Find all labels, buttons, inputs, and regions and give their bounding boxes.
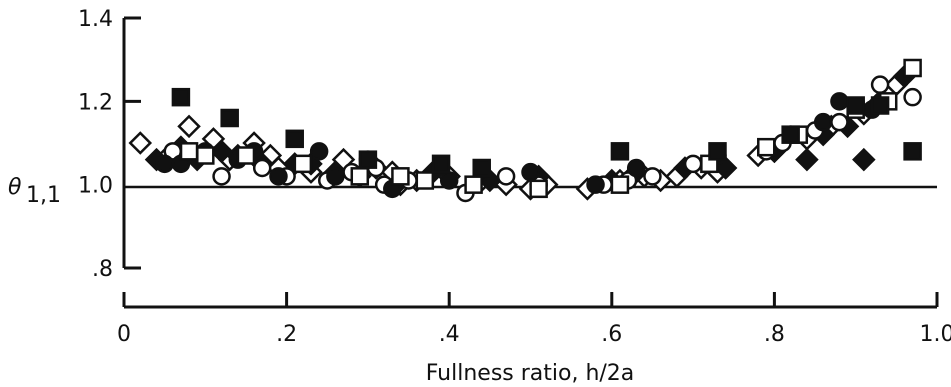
circle-open-marker bbox=[683, 154, 703, 174]
square-open-marker bbox=[757, 137, 776, 157]
square-filled-marker bbox=[171, 87, 191, 107]
square-open-marker bbox=[529, 179, 548, 199]
circle-filled-marker bbox=[586, 175, 605, 194]
circle-filled-marker bbox=[626, 158, 646, 178]
square-filled-marker bbox=[708, 142, 727, 161]
circle-open-marker bbox=[870, 75, 890, 94]
square-filled-marker bbox=[781, 125, 800, 144]
y-tick-label: 1.2 bbox=[78, 90, 113, 115]
circle-open-marker bbox=[903, 87, 922, 107]
square-filled-marker bbox=[903, 142, 922, 161]
circle-filled-marker bbox=[813, 112, 833, 132]
circle-filled-marker bbox=[155, 154, 174, 174]
y-tick-label: 1.4 bbox=[78, 7, 113, 32]
circle-open-marker bbox=[212, 167, 231, 186]
y-tick-label: .8 bbox=[92, 257, 113, 282]
x-tick-label: 1.0 bbox=[920, 322, 951, 347]
svg-text:θ: θ bbox=[8, 175, 22, 200]
diamond-open-marker bbox=[128, 131, 153, 155]
circle-open-marker bbox=[252, 158, 272, 178]
circle-filled-marker bbox=[309, 142, 329, 161]
circle-filled-marker bbox=[326, 167, 345, 186]
x-axis-label: Fullness ratio, h/2a bbox=[426, 361, 635, 386]
diamond-open-marker bbox=[177, 114, 201, 139]
diamond-filled-marker bbox=[209, 139, 234, 164]
square-open-marker bbox=[293, 154, 313, 174]
square-filled-marker bbox=[846, 96, 865, 115]
square-filled-marker bbox=[610, 142, 630, 161]
y-tick-label: 1.0 bbox=[78, 174, 113, 199]
square-open-marker bbox=[610, 175, 630, 194]
x-tick-label: .6 bbox=[601, 322, 622, 347]
square-filled-marker bbox=[472, 158, 491, 178]
circle-open-marker bbox=[643, 167, 662, 186]
x-tick-label: .2 bbox=[276, 322, 297, 347]
square-open-marker bbox=[903, 58, 922, 78]
square-open-marker bbox=[464, 175, 483, 194]
square-filled-marker bbox=[220, 108, 239, 128]
circle-open-marker bbox=[496, 167, 516, 186]
labels: Fullness ratio, h/2a θ 1,1 bbox=[8, 175, 634, 386]
square-open-marker bbox=[391, 167, 410, 186]
diamond-filled-marker bbox=[795, 147, 819, 172]
circle-open-marker bbox=[830, 112, 849, 132]
diamond-filled-marker bbox=[852, 147, 876, 172]
square-filled-marker bbox=[870, 96, 890, 115]
y-axis-label: θ 1,1 bbox=[8, 175, 61, 208]
circle-filled-marker bbox=[521, 162, 540, 182]
square-open-marker bbox=[196, 146, 215, 165]
square-filled-marker bbox=[285, 129, 304, 149]
svg-text:1,1: 1,1 bbox=[26, 183, 61, 208]
square-filled-marker bbox=[431, 154, 451, 174]
data-markers bbox=[128, 58, 922, 203]
circle-filled-marker bbox=[439, 171, 459, 190]
square-open-marker bbox=[179, 142, 199, 161]
square-filled-marker bbox=[358, 150, 378, 169]
ticks: 0 .2 .4 .6 .8 1.0 .8 1.0 1.2 1.4 bbox=[78, 7, 951, 347]
x-tick-label: .4 bbox=[439, 322, 460, 347]
square-open-marker bbox=[415, 171, 435, 190]
square-open-marker bbox=[350, 167, 370, 186]
x-tick-label: .8 bbox=[764, 322, 785, 347]
circle-filled-marker bbox=[830, 92, 849, 111]
square-open-marker bbox=[236, 146, 256, 165]
x-tick-label: 0 bbox=[117, 322, 131, 347]
circle-filled-marker bbox=[269, 167, 288, 186]
